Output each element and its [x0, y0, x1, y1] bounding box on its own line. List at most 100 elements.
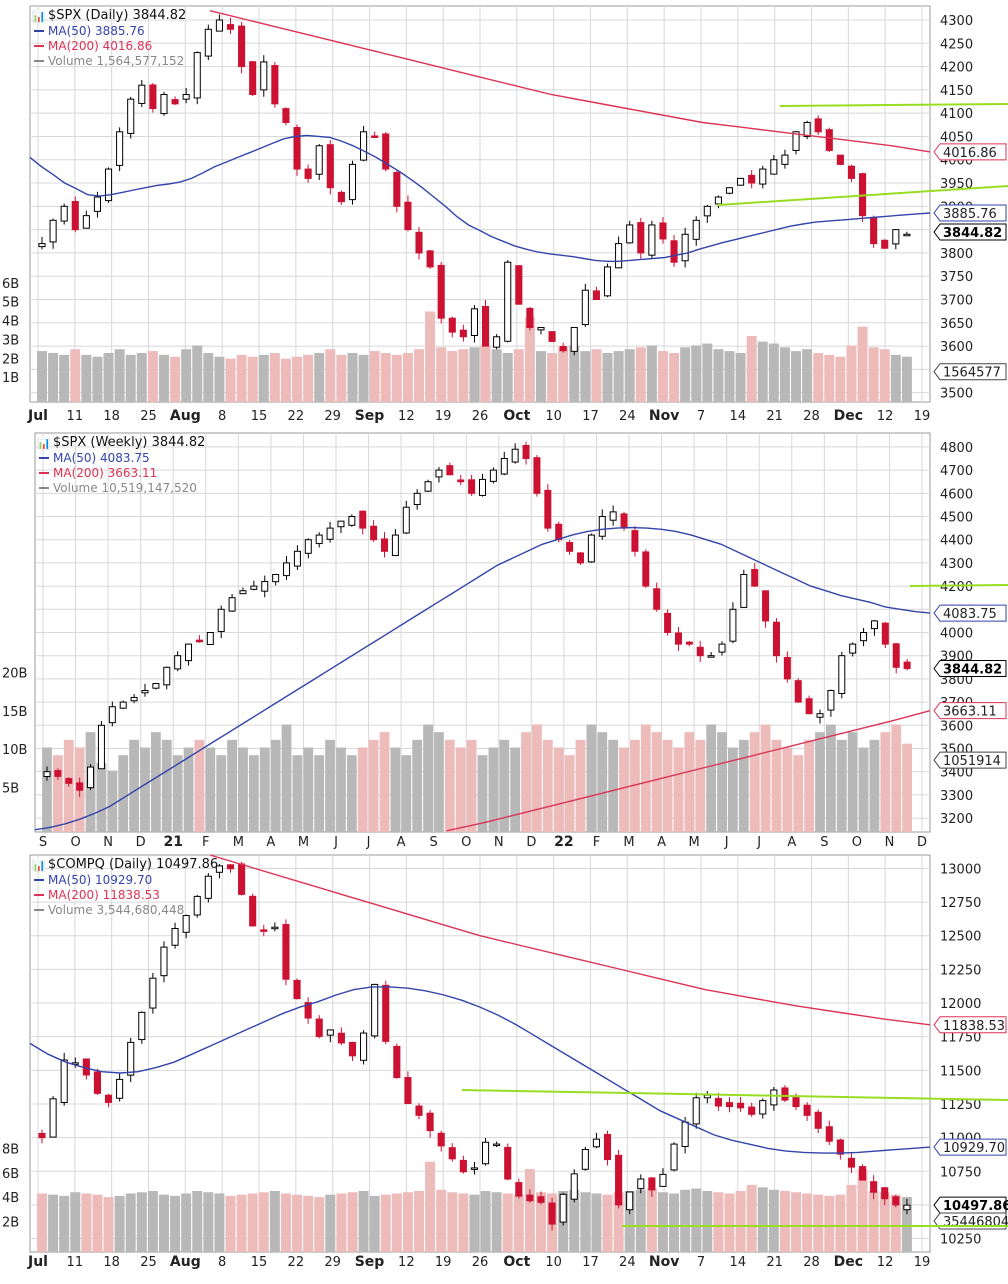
- volume-bar: [824, 1195, 835, 1252]
- volume-bar: [96, 762, 107, 832]
- candle-body: [827, 689, 835, 711]
- candle-body: [370, 525, 378, 541]
- volume-bar: [227, 739, 237, 832]
- volume-bar: [37, 351, 47, 402]
- volume-bar: [524, 317, 535, 402]
- volume-bar: [81, 1193, 92, 1252]
- x-tick-label: 19: [435, 1255, 452, 1270]
- volume-bar: [203, 1192, 214, 1252]
- value-tag: [933, 204, 1007, 222]
- volume-bar: [680, 1189, 691, 1252]
- volume-bar: [717, 732, 727, 832]
- volume-bar: [92, 356, 103, 402]
- volume-bar: [238, 747, 248, 832]
- candle-body: [215, 19, 223, 32]
- volume-bar: [444, 739, 455, 832]
- candle-body: [457, 479, 465, 483]
- volume-bar: [902, 743, 913, 832]
- x-tick-label: 17: [582, 1255, 599, 1270]
- volume-bar: [170, 1195, 181, 1252]
- vol-tick-label: 8B: [2, 1142, 19, 1157]
- volume-bar: [779, 347, 790, 402]
- candle-body: [581, 289, 589, 326]
- x-tick-label: O: [461, 835, 471, 850]
- ma50-line: [34, 526, 931, 831]
- candle-body: [903, 661, 911, 669]
- volume-bar: [760, 724, 771, 832]
- value-tag: [933, 702, 1007, 720]
- volume-bar: [379, 732, 390, 832]
- volume-bar: [738, 739, 749, 832]
- vol-tick-label: 1B: [2, 371, 19, 386]
- x-tick-label: 24: [619, 1255, 636, 1270]
- volume-bar: [491, 1192, 502, 1252]
- candle-body: [448, 317, 456, 333]
- candle-body: [592, 1138, 600, 1148]
- candle-body: [426, 250, 434, 268]
- candle-body: [149, 977, 157, 1009]
- candle-body: [537, 326, 545, 331]
- value-tag-label: 3844.82: [943, 662, 1002, 677]
- volume-bar: [81, 354, 92, 402]
- volume-bar: [502, 1193, 513, 1252]
- volume-bar: [569, 345, 580, 402]
- volume-bar: [325, 349, 336, 402]
- legend-entry: Volume 1,564,577,152: [48, 54, 184, 68]
- volume-bar: [369, 1195, 380, 1252]
- volume-bar: [103, 1197, 114, 1252]
- volume-bar: [434, 732, 444, 832]
- candle-body: [670, 1143, 678, 1171]
- candle-body: [681, 233, 689, 262]
- candle-body: [138, 1011, 146, 1041]
- volume-bar: [225, 358, 236, 402]
- y-tick-label: 4300: [940, 14, 973, 29]
- candle-body: [293, 127, 301, 170]
- x-tick-label: 11: [67, 1255, 84, 1270]
- volume-bar: [813, 352, 824, 402]
- candle-body: [870, 217, 878, 245]
- candle-body: [626, 224, 634, 244]
- candle-body: [748, 1106, 756, 1115]
- candle-body: [127, 98, 135, 134]
- x-tick-label: J: [366, 835, 371, 850]
- candle-body: [903, 1204, 911, 1211]
- volume-bar: [510, 747, 521, 832]
- candle-body: [337, 1032, 345, 1044]
- candle-body: [152, 683, 160, 689]
- volume-bar: [879, 1192, 890, 1252]
- x-tick-label: N: [494, 835, 504, 850]
- candle-body: [249, 895, 257, 927]
- volume-bar: [564, 755, 575, 832]
- x-tick-label: M: [233, 835, 244, 850]
- candle-body: [371, 135, 379, 138]
- x-tick-label: 21: [766, 1255, 783, 1270]
- volume-bar: [890, 354, 901, 402]
- candle-body: [504, 1146, 512, 1180]
- volume-bar: [535, 1192, 546, 1252]
- vol-tick-label: 5B: [2, 782, 19, 797]
- volume-bar: [125, 354, 136, 402]
- volume-bar: [292, 356, 303, 402]
- candle-body: [402, 506, 410, 534]
- x-tick-label: 10: [545, 1255, 562, 1270]
- candle-body: [470, 1167, 479, 1170]
- volume-bar: [735, 352, 746, 402]
- y-tick-label: 4700: [940, 464, 973, 479]
- candle-body: [794, 680, 802, 703]
- volume-bar: [48, 1194, 59, 1252]
- volume-bar: [613, 351, 624, 402]
- x-tick-label: Jul: [27, 408, 48, 424]
- x-tick-label: O: [852, 835, 862, 850]
- volume-bar: [846, 345, 857, 402]
- volume-bar: [380, 352, 391, 402]
- y-tick-label: 11250: [940, 1098, 981, 1113]
- candle-body: [781, 1087, 789, 1101]
- volume-bar: [624, 349, 635, 402]
- candle-body: [141, 689, 149, 694]
- candle-body: [238, 863, 246, 895]
- candle-body: [304, 1002, 312, 1019]
- volume-bar: [270, 739, 281, 832]
- volume-bar: [136, 1192, 147, 1252]
- candle-body: [548, 1202, 556, 1225]
